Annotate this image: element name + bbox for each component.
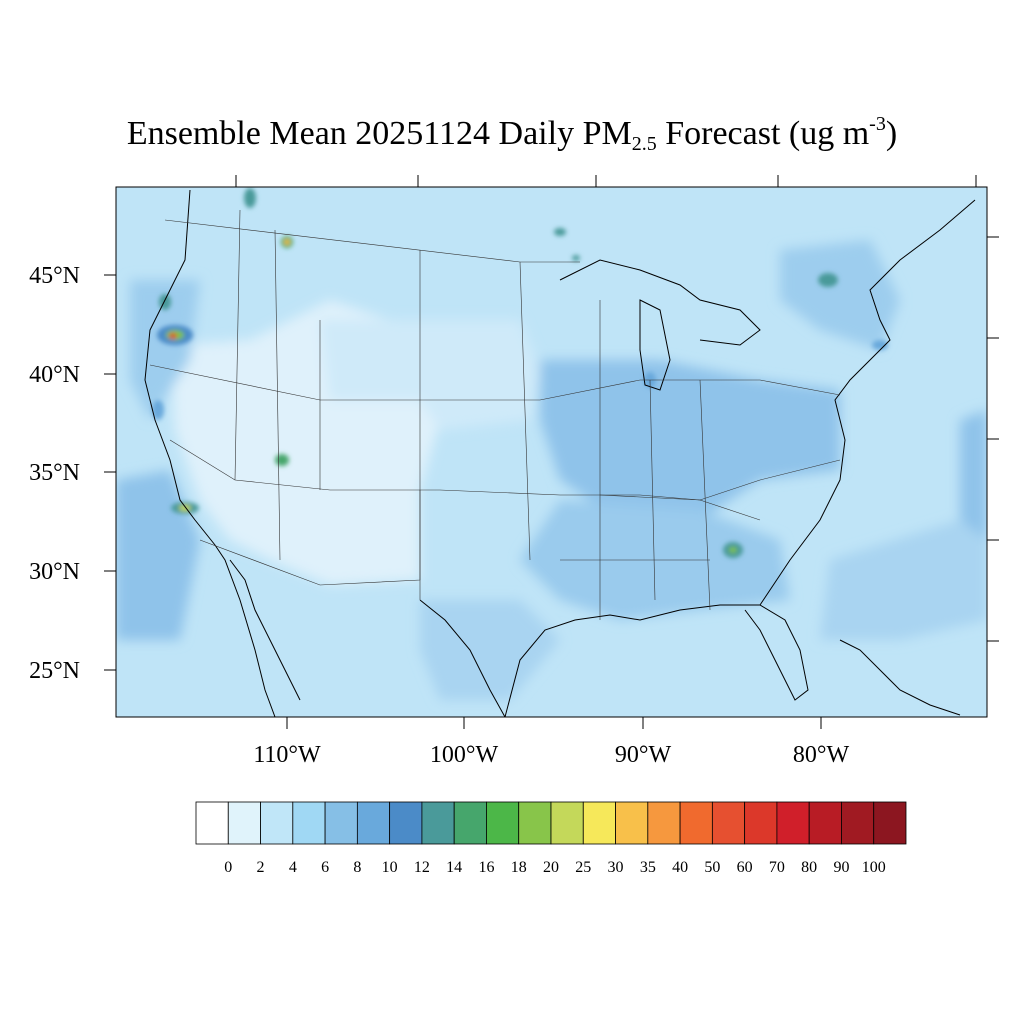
colorbar-label: 80 — [801, 859, 817, 876]
colorbar-label: 2 — [257, 859, 265, 876]
texas-region — [420, 600, 560, 700]
atlantic-plume — [820, 520, 987, 640]
colorbar-label: 16 — [478, 859, 494, 876]
colorbar-swatch — [647, 801, 681, 845]
colorbar-swatch — [841, 801, 875, 845]
lat-label: 30°N — [29, 559, 80, 585]
colorbar-swatch — [195, 801, 229, 845]
lat-label: 25°N — [29, 658, 80, 684]
colorbar-swatch — [260, 801, 294, 845]
title-superscript: -3 — [869, 113, 886, 135]
colorbar-label: 6 — [321, 859, 329, 876]
midwest-elevated-region — [540, 360, 840, 520]
colorbar-swatch — [808, 801, 842, 845]
lat-label: 40°N — [29, 362, 80, 388]
lon-label: 100°W — [430, 742, 499, 768]
colorbar — [195, 801, 907, 845]
colorbar-label: 10 — [382, 859, 398, 876]
colorbar-label: 70 — [769, 859, 785, 876]
colorbar-label: 18 — [511, 859, 527, 876]
pacific-northwest-region — [130, 280, 200, 420]
plains-region — [320, 320, 540, 430]
northeast-region — [780, 240, 900, 350]
lon-label: 90°W — [615, 742, 672, 768]
axis-ticks — [104, 175, 999, 729]
great-lakes-shore — [559, 259, 761, 346]
map-frame — [115, 186, 988, 718]
title-subscript: 2.5 — [631, 133, 657, 155]
lake-michigan — [639, 299, 671, 391]
title-middle: Forecast (ug m — [656, 115, 870, 152]
colorbar-label: 60 — [737, 859, 753, 876]
mexico-gulf-coast — [419, 599, 506, 717]
colorbar-swatch — [776, 801, 810, 845]
longitude-labels: 110°W 100°W 90°W 80°W — [253, 742, 849, 768]
colorbar-swatch — [518, 801, 552, 845]
colorbar-swatch — [679, 801, 713, 845]
title-prefix: Ensemble Mean 20251124 Daily PM — [126, 115, 632, 152]
colorbar-label: 8 — [353, 859, 361, 876]
colorbar-swatch — [582, 801, 616, 845]
colorbar-swatch — [873, 801, 907, 845]
colorbar-label: 20 — [543, 859, 559, 876]
colorbar-swatch — [453, 801, 487, 845]
colorbar-swatch — [421, 801, 455, 845]
colorbar-swatch — [744, 801, 778, 845]
colorbar-label: 100 — [862, 859, 886, 876]
pacific-coastline — [144, 189, 276, 717]
colorbar-swatch — [486, 801, 520, 845]
lon-label: 110°W — [253, 742, 321, 768]
colorbar-label: 35 — [640, 859, 656, 876]
colorbar-swatch — [615, 801, 649, 845]
colorbar-label: 4 — [289, 859, 297, 876]
title-suffix: ) — [885, 115, 898, 152]
atlantic-coastline — [759, 199, 976, 606]
chart-title: Ensemble Mean 20251124 Daily PM2.5 Forec… — [0, 112, 1024, 156]
colorbar-label: 40 — [672, 859, 688, 876]
baja-coastline — [229, 559, 301, 701]
gulf-coastline — [504, 604, 809, 717]
colorbar-label: 12 — [414, 859, 430, 876]
coastlines — [144, 189, 976, 717]
map-field — [116, 187, 987, 717]
lat-label: 35°N — [29, 460, 80, 486]
colorbar-swatch — [324, 801, 358, 845]
colorbar-swatch — [389, 801, 423, 845]
colorbar-label: 14 — [446, 859, 462, 876]
colorbar-swatch — [227, 801, 261, 845]
colorbar-label: 25 — [575, 859, 591, 876]
colorbar-labels: 0 2 4 6 8 10 12 14 16 18 20 25 30 35 40 50 60 70 80 90 100 — [224, 859, 885, 876]
lon-label: 80°W — [793, 742, 850, 768]
colorbar-swatch — [292, 801, 326, 845]
colorbar-swatch — [356, 801, 391, 845]
colorbar-swatch — [711, 801, 746, 845]
colorbar-label: 50 — [704, 859, 720, 876]
colorbar-swatch — [550, 801, 584, 845]
hotspots — [152, 188, 888, 558]
colorbar-label: 90 — [833, 859, 849, 876]
colorbar-label: 0 — [224, 859, 232, 876]
lat-label: 45°N — [29, 263, 80, 289]
state-borders — [149, 209, 841, 620]
latitude-labels: 45°N 40°N 35°N 30°N 25°N — [29, 263, 80, 684]
colorbar-label: 30 — [608, 859, 624, 876]
caribbean-islands — [839, 639, 961, 716]
